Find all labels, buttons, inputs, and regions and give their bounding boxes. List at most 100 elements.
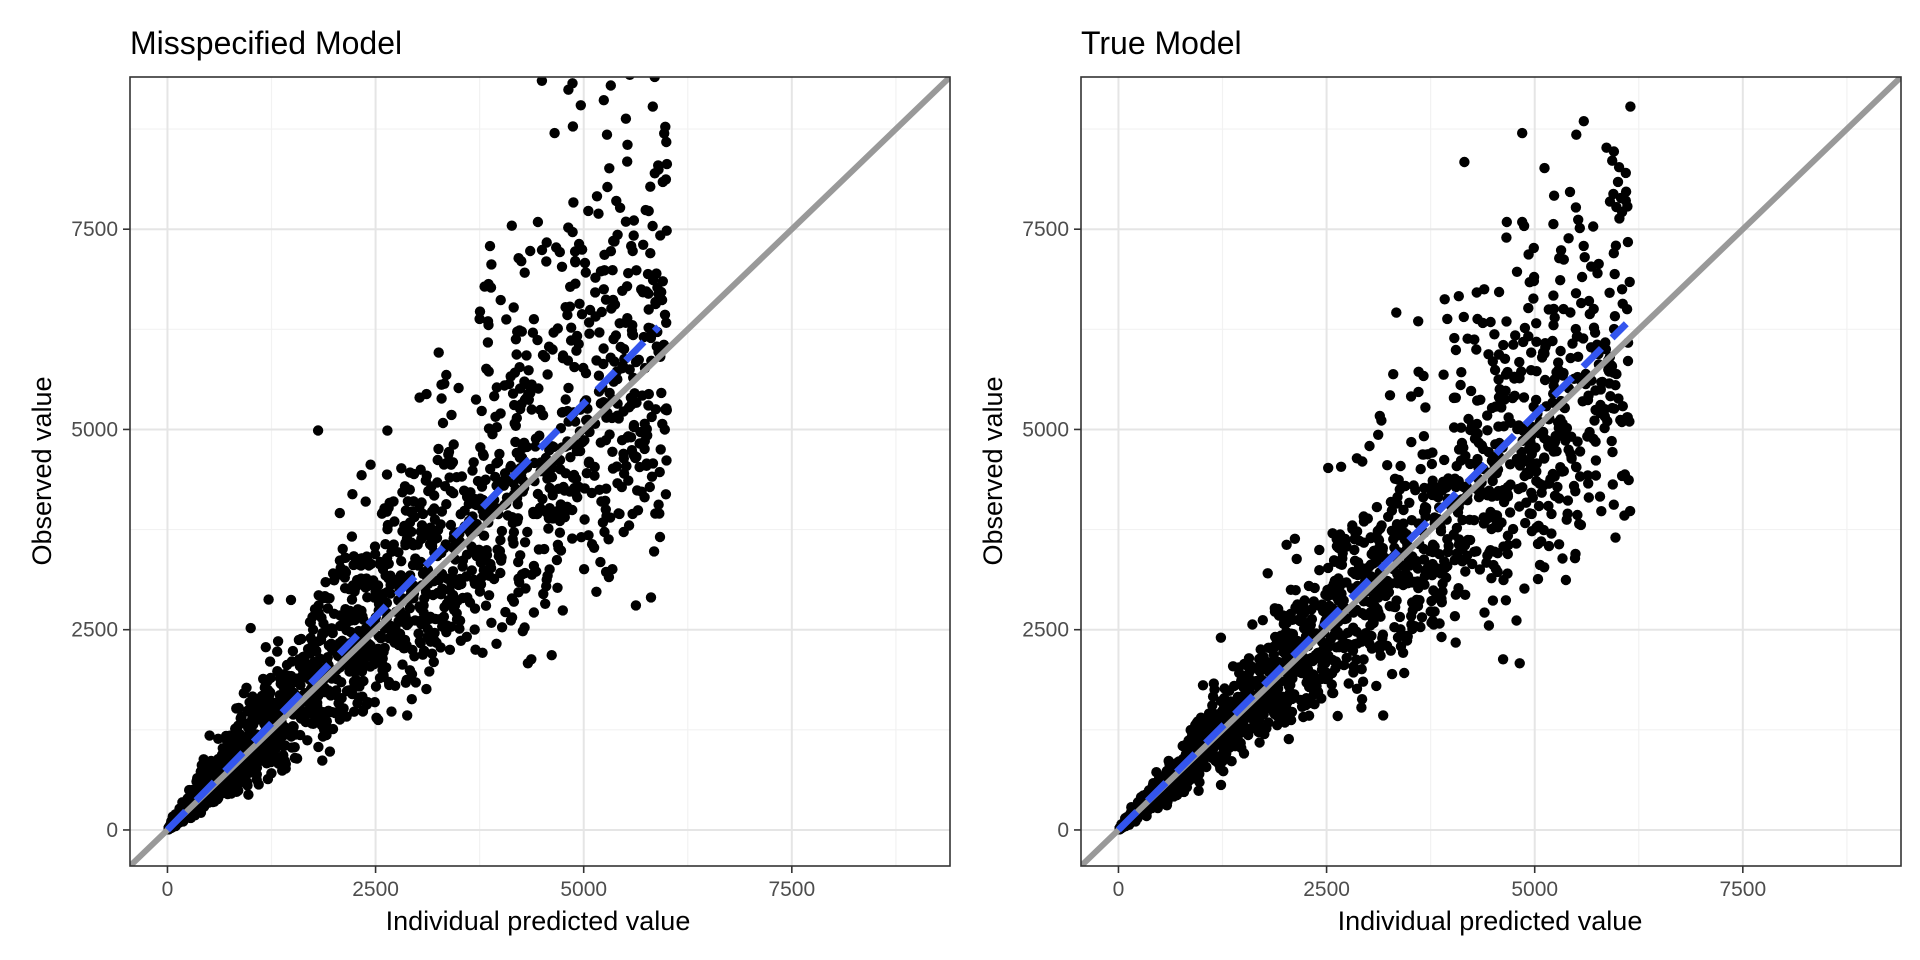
data-point xyxy=(303,664,314,675)
data-point xyxy=(1553,357,1564,368)
data-point xyxy=(1437,485,1448,496)
data-point xyxy=(543,513,555,524)
data-point xyxy=(492,456,504,468)
data-point xyxy=(1310,649,1321,661)
data-point xyxy=(1451,548,1463,559)
data-point xyxy=(365,459,376,470)
data-point xyxy=(1486,402,1498,414)
data-point xyxy=(623,431,634,442)
data-point xyxy=(1550,430,1561,442)
data-point xyxy=(439,481,451,492)
data-point xyxy=(643,205,654,217)
data-point xyxy=(618,468,630,479)
data-point xyxy=(351,674,362,686)
data-point xyxy=(303,645,314,656)
data-point xyxy=(1303,681,1315,693)
data-point xyxy=(1549,374,1560,385)
data-point xyxy=(1573,214,1584,225)
data-point xyxy=(421,388,432,400)
data-point xyxy=(1285,584,1297,595)
data-point xyxy=(612,478,623,489)
data-point xyxy=(1415,463,1426,475)
data-point xyxy=(295,679,306,691)
data-point xyxy=(618,343,630,355)
data-point xyxy=(546,650,557,661)
data-point xyxy=(1426,458,1438,470)
data-point xyxy=(441,499,452,510)
data-point xyxy=(1219,683,1230,694)
data-point xyxy=(1268,707,1280,719)
data-point xyxy=(590,287,601,298)
data-point xyxy=(1214,759,1225,770)
data-point xyxy=(1588,433,1599,444)
data-point xyxy=(557,350,569,361)
data-point xyxy=(427,589,439,601)
data-point xyxy=(1616,284,1628,295)
data-point xyxy=(426,648,438,659)
data-point xyxy=(1558,303,1569,315)
data-point xyxy=(616,363,628,374)
data-point xyxy=(648,546,660,557)
data-point xyxy=(276,730,288,742)
data-point xyxy=(1349,544,1360,556)
data-point xyxy=(1539,562,1550,573)
data-point xyxy=(1197,680,1209,691)
data-point xyxy=(1374,643,1385,655)
data-point xyxy=(1413,316,1424,327)
data-point xyxy=(1365,559,1377,570)
data-point xyxy=(1564,186,1576,198)
data-point xyxy=(416,497,427,508)
data-point xyxy=(518,437,530,448)
data-point xyxy=(406,669,418,680)
data-point xyxy=(1502,366,1513,378)
data-point xyxy=(611,195,622,207)
data-point xyxy=(1543,440,1554,451)
data-point xyxy=(1603,364,1614,375)
data-point xyxy=(1584,308,1596,320)
data-point xyxy=(1560,435,1571,446)
data-point xyxy=(1388,369,1399,380)
data-point xyxy=(1226,756,1237,767)
data-point xyxy=(562,309,573,321)
data-point xyxy=(400,677,411,688)
data-point xyxy=(438,611,450,622)
data-point xyxy=(1574,471,1586,482)
data-point xyxy=(1501,316,1512,327)
data-point xyxy=(1238,748,1250,759)
data-point xyxy=(464,597,476,608)
data-point xyxy=(264,656,276,667)
data-point xyxy=(1426,488,1437,499)
data-point xyxy=(1511,538,1522,549)
data-point xyxy=(323,640,335,651)
data-point xyxy=(575,100,586,111)
data-point xyxy=(657,418,668,430)
data-point xyxy=(406,506,418,517)
data-point xyxy=(453,382,464,394)
data-point xyxy=(1303,710,1315,721)
data-point xyxy=(484,240,496,252)
data-point xyxy=(528,314,540,325)
data-point xyxy=(1427,615,1439,627)
data-point xyxy=(1596,506,1607,517)
data-point xyxy=(525,245,536,257)
data-point xyxy=(654,466,665,478)
data-point xyxy=(1482,410,1493,421)
data-point xyxy=(588,542,600,553)
data-point xyxy=(253,752,264,764)
data-point xyxy=(564,301,576,312)
data-point xyxy=(516,326,527,337)
data-point xyxy=(323,705,334,716)
data-point xyxy=(333,569,344,580)
data-point xyxy=(1590,385,1601,396)
data-point xyxy=(581,468,592,479)
data-point xyxy=(1483,349,1494,360)
data-point xyxy=(656,387,667,399)
data-point xyxy=(272,636,284,647)
data-point xyxy=(440,539,451,550)
data-point xyxy=(1500,595,1512,606)
data-point xyxy=(312,697,323,709)
data-point xyxy=(595,437,606,448)
data-point xyxy=(1460,450,1471,462)
data-point xyxy=(539,351,551,363)
data-point xyxy=(469,578,481,589)
